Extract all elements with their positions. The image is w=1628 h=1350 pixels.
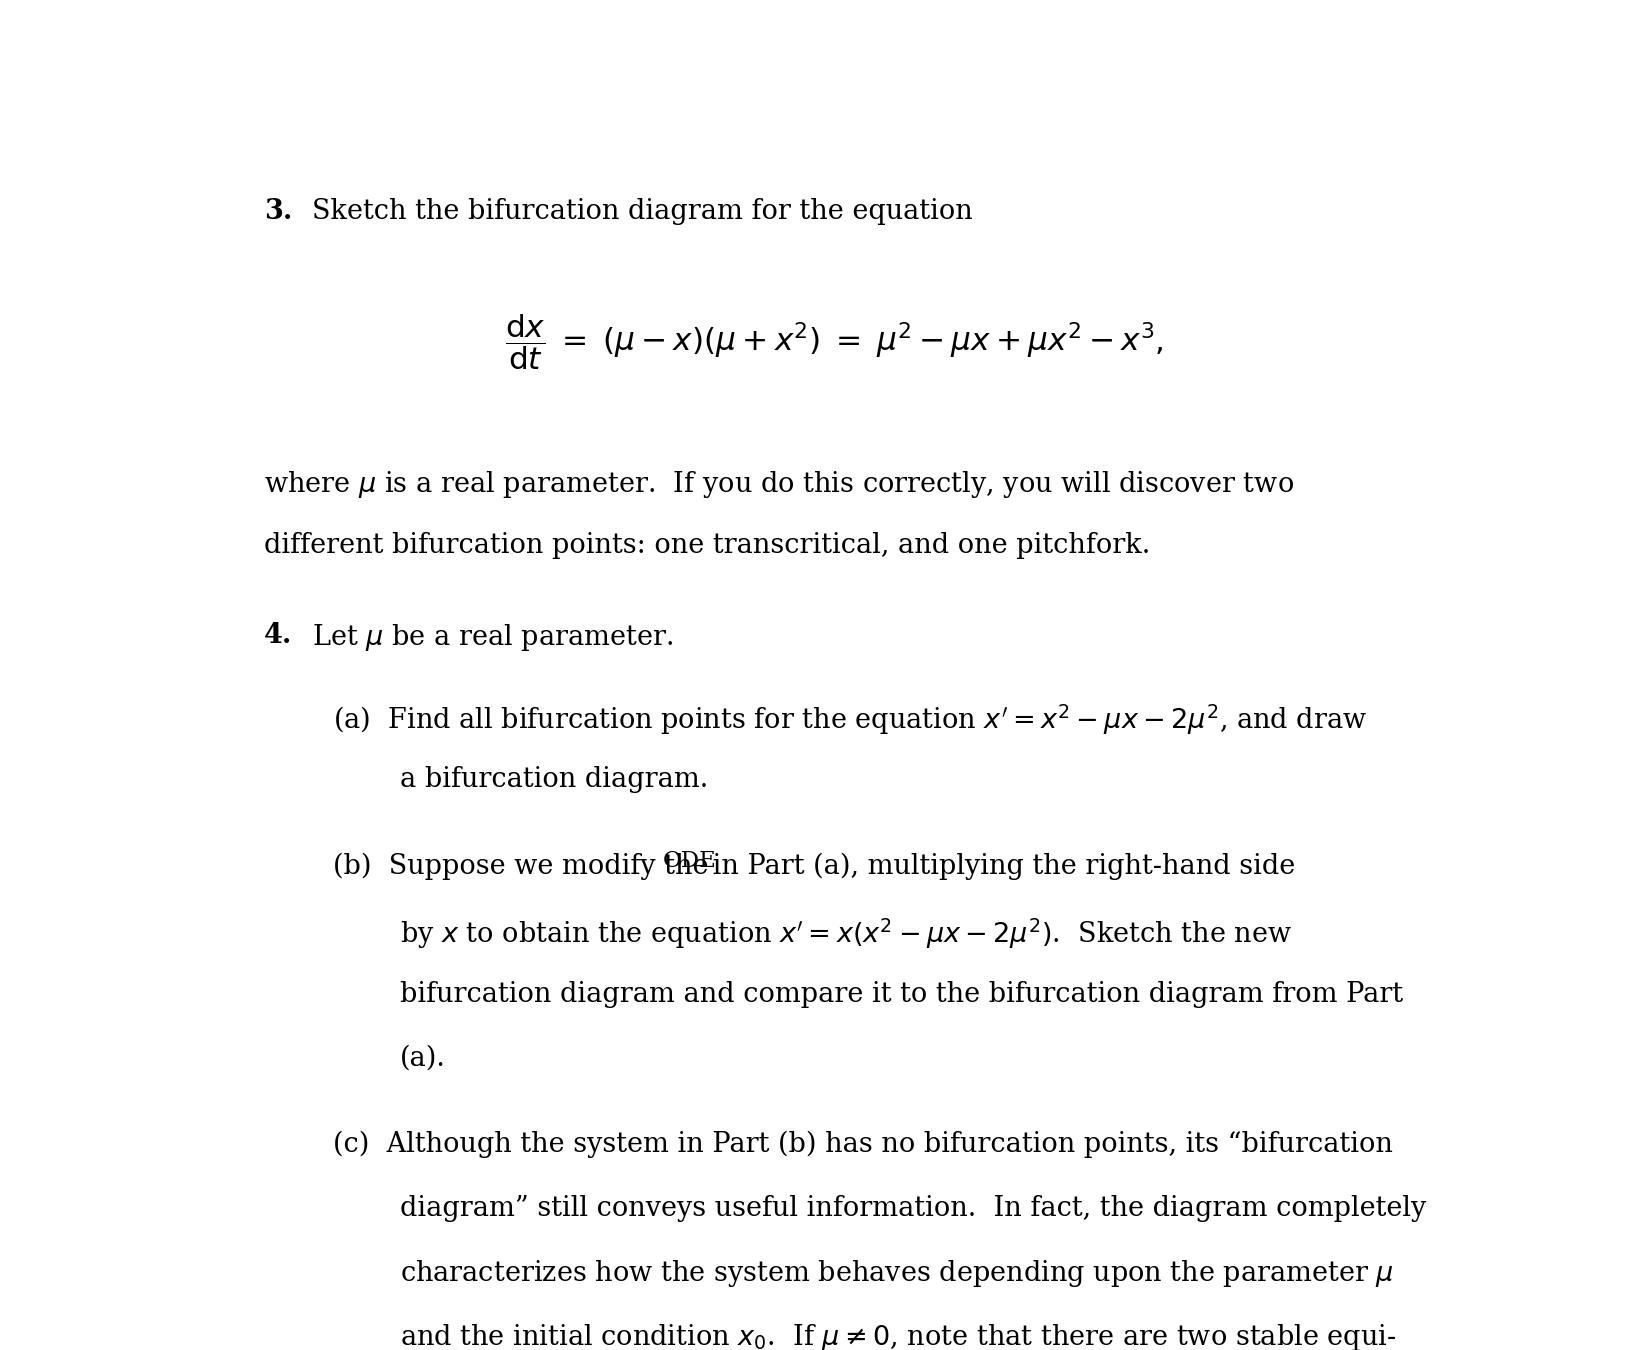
Text: $\dfrac{\mathrm{d}x}{\mathrm{d}t} \;=\; (\mu - x)(\mu + x^2) \;=\; \mu^2 - \mu x: $\dfrac{\mathrm{d}x}{\mathrm{d}t} \;=\; … — [505, 312, 1164, 371]
Text: 4.: 4. — [264, 621, 293, 648]
Text: (a)  Find all bifurcation points for the equation $x' = x^2 - \mu x - 2\mu^2$, a: (a) Find all bifurcation points for the … — [334, 703, 1368, 737]
Text: ODE: ODE — [663, 850, 716, 872]
Text: 3.: 3. — [264, 198, 293, 225]
Text: and the initial condition $x_0$.  If $\mu \neq 0$, note that there are two stabl: and the initial condition $x_0$. If $\mu… — [400, 1322, 1397, 1350]
Text: where $\mu$ is a real parameter.  If you do this correctly, you will discover tw: where $\mu$ is a real parameter. If you … — [264, 468, 1294, 500]
Text: in Part (a), multiplying the right-hand side: in Part (a), multiplying the right-hand … — [705, 853, 1296, 880]
Text: Let $\mu$ be a real parameter.: Let $\mu$ be a real parameter. — [313, 621, 672, 652]
Text: different bifurcation points: one transcritical, and one pitchfork.: different bifurcation points: one transc… — [264, 532, 1151, 559]
Text: by $x$ to obtain the equation $x' = x(x^2 - \mu x - 2\mu^2)$.  Sketch the new: by $x$ to obtain the equation $x' = x(x^… — [400, 917, 1293, 952]
Text: (b)  Suppose we modify the: (b) Suppose we modify the — [334, 853, 718, 880]
Text: Sketch the bifurcation diagram for the equation: Sketch the bifurcation diagram for the e… — [313, 198, 974, 225]
Text: (c)  Although the system in Part (b) has no bifurcation points, its “bifurcation: (c) Although the system in Part (b) has … — [334, 1131, 1394, 1158]
Text: characterizes how the system behaves depending upon the parameter $\mu$: characterizes how the system behaves dep… — [400, 1258, 1394, 1289]
Text: (a).: (a). — [400, 1045, 446, 1072]
Text: bifurcation diagram and compare it to the bifurcation diagram from Part: bifurcation diagram and compare it to th… — [400, 980, 1403, 1007]
Text: a bifurcation diagram.: a bifurcation diagram. — [400, 767, 708, 794]
Text: diagram” still conveys useful information.  In fact, the diagram completely: diagram” still conveys useful informatio… — [400, 1195, 1426, 1222]
